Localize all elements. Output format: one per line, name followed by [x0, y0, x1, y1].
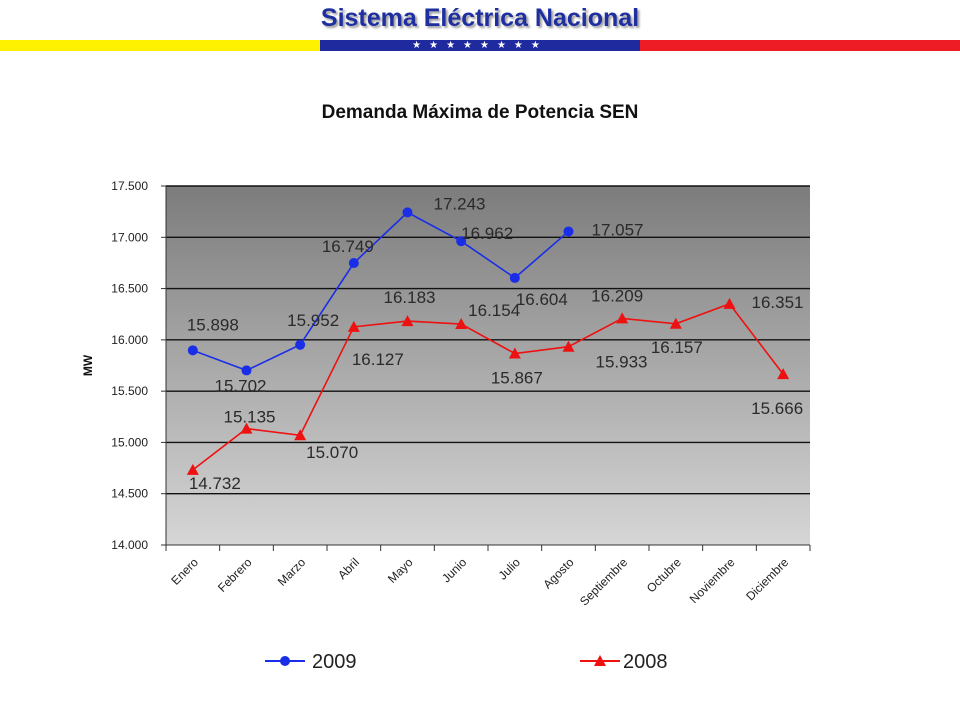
data-label: 16.157	[651, 338, 703, 357]
x-tick-label: Febrero	[215, 555, 255, 595]
flag-stripe-red	[640, 40, 960, 51]
legend-label-2009: 2009	[312, 651, 357, 673]
data-point-triangle	[616, 312, 629, 324]
y-tick-label: 14.500	[111, 487, 148, 501]
x-tick-label: Abril	[335, 555, 362, 582]
x-tick-label: Marzo	[275, 555, 309, 589]
data-point-circle	[187, 345, 198, 356]
x-tick-label: Noviembre	[687, 555, 738, 606]
data-label: 15.867	[491, 368, 543, 387]
data-label: 16.962	[461, 224, 513, 243]
data-point-triangle	[562, 340, 575, 352]
data-label: 15.933	[596, 353, 648, 372]
x-tick-label: Septiembre	[577, 555, 631, 609]
data-label: 16.351	[752, 293, 804, 312]
data-label: 16.127	[352, 350, 404, 369]
data-point-triangle	[723, 297, 736, 309]
flag-stars: ★★★★★★★★	[412, 40, 548, 51]
x-tick-label: Mayo	[385, 555, 416, 586]
legend-label-2008: 2008	[623, 651, 668, 673]
header-title: Sistema Eléctrica Nacional	[320, 4, 640, 32]
data-label: 17.057	[592, 220, 644, 239]
data-point-triangle	[347, 320, 360, 332]
data-point-circle	[509, 272, 520, 283]
x-tick-label: Julio	[496, 555, 524, 583]
flag-stripe: ★★★★★★★★	[0, 40, 960, 51]
data-label: 16.183	[384, 288, 436, 307]
data-point-triangle	[294, 429, 307, 441]
y-tick-label: 15.000	[111, 435, 148, 449]
data-point-triangle	[594, 655, 606, 666]
data-point-circle	[241, 365, 252, 376]
plot-area	[166, 186, 810, 545]
data-label: 15.898	[187, 315, 239, 334]
y-tick-label: 16.000	[111, 333, 148, 347]
data-label: 15.666	[751, 399, 803, 418]
data-point-triangle	[455, 318, 468, 330]
x-tick-label: Diciembre	[743, 555, 791, 603]
series-line-2009	[192, 211, 570, 372]
data-point-triangle	[508, 347, 521, 359]
data-point-triangle	[186, 463, 199, 475]
data-label: 16.154	[468, 301, 520, 320]
data-point-triangle	[669, 317, 682, 329]
flag-stripe-yellow	[0, 40, 320, 51]
chart-title: Demanda Máxima de Potencia SEN	[321, 102, 639, 123]
data-point-circle	[348, 258, 359, 269]
legend-marker-circle	[280, 656, 290, 666]
data-point-circle	[456, 236, 467, 247]
x-tick-label: Enero	[168, 555, 201, 588]
data-label: 16.209	[591, 286, 643, 305]
data-label: 16.749	[322, 237, 374, 256]
data-label: 15.702	[215, 376, 267, 395]
y-axis-title: MW	[81, 354, 95, 376]
x-tick-label: Octubre	[644, 555, 684, 595]
series-line-2008	[192, 302, 784, 471]
y-tick-label: 16.500	[111, 282, 148, 296]
y-tick-label: 17.000	[111, 230, 148, 244]
x-tick-label: Agosto	[540, 555, 577, 592]
flag-stripe-blue: ★★★★★★★★	[320, 40, 640, 51]
data-label: 14.732	[189, 474, 241, 493]
data-point-circle	[563, 226, 574, 237]
data-point-triangle	[777, 368, 790, 380]
data-label: 15.952	[287, 311, 339, 330]
data-point-circle	[402, 207, 413, 218]
data-point-circle	[295, 339, 306, 350]
y-tick-label: 14.000	[111, 538, 148, 552]
data-label: 15.070	[306, 443, 358, 462]
data-point-triangle	[240, 422, 253, 434]
y-tick-label: 15.500	[111, 384, 148, 398]
x-tick-label: Junio	[439, 555, 469, 585]
data-label: 15.135	[224, 408, 276, 427]
data-point-triangle	[401, 315, 414, 327]
data-label: 17.243	[434, 194, 486, 213]
y-tick-label: 17.500	[111, 179, 148, 193]
data-label: 16.604	[516, 290, 568, 309]
